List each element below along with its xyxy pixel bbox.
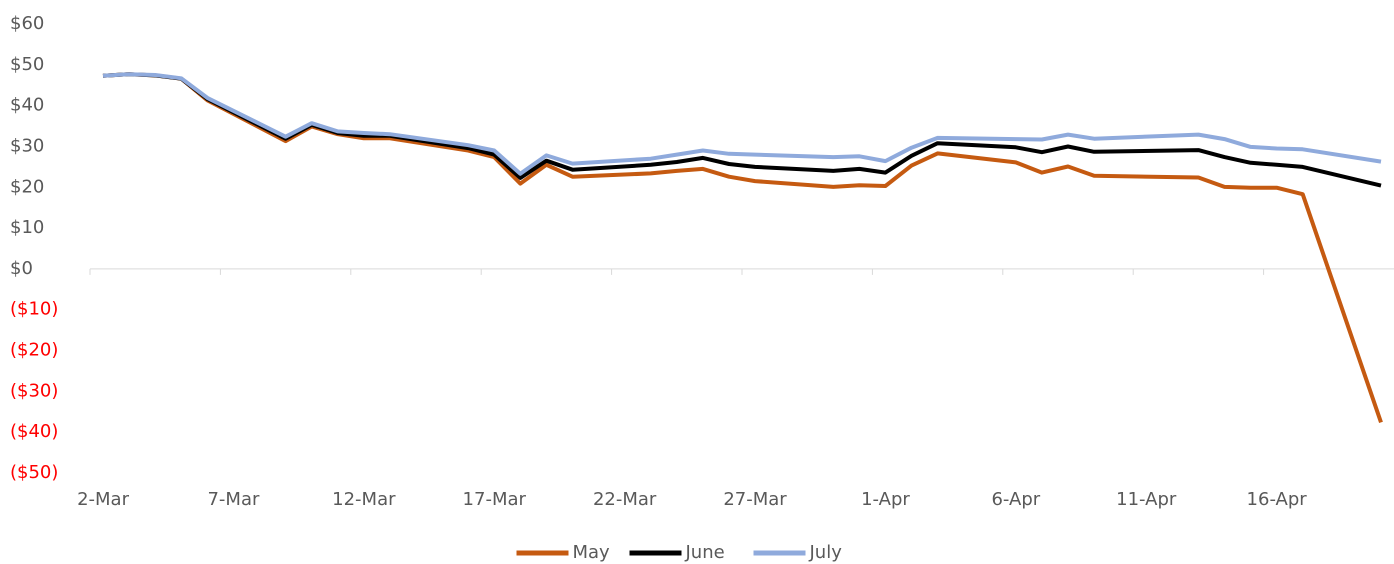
x-tick-label: 11-Apr: [1116, 489, 1177, 510]
series-line: [102, 72, 1383, 424]
y-tick-label: $30: [10, 135, 44, 156]
x-tick-label: 27-Mar: [723, 489, 787, 510]
y-tick-label: $20: [10, 176, 44, 197]
x-tick-label: 2-Mar: [77, 489, 130, 510]
x-tick-label: 1-Apr: [861, 489, 910, 510]
series-line: [102, 72, 1382, 176]
y-tick-label: $60: [10, 13, 44, 34]
y-tick-label: ($10): [10, 299, 58, 320]
x-tick-label: 6-Apr: [991, 489, 1040, 510]
x-tick-label: 22-Mar: [593, 489, 657, 510]
legend-label: May: [573, 542, 611, 563]
x-tick-label: 7-Mar: [207, 489, 260, 510]
y-tick-label: $10: [10, 217, 44, 238]
y-tick-label: $0: [10, 258, 33, 279]
x-tick-label: 17-Mar: [463, 489, 527, 510]
x-tick-label: 16-Apr: [1247, 489, 1308, 510]
legend-label: July: [809, 542, 843, 563]
x-tick-label: 12-Mar: [332, 489, 396, 510]
y-tick-label: $40: [10, 95, 44, 116]
y-tick-label: ($50): [10, 462, 58, 483]
y-tick-label: $50: [10, 54, 44, 75]
y-tick-label: ($40): [10, 421, 58, 442]
y-tick-label: ($20): [10, 340, 58, 361]
y-tick-label: ($30): [10, 380, 58, 401]
legend-label: June: [685, 542, 725, 563]
